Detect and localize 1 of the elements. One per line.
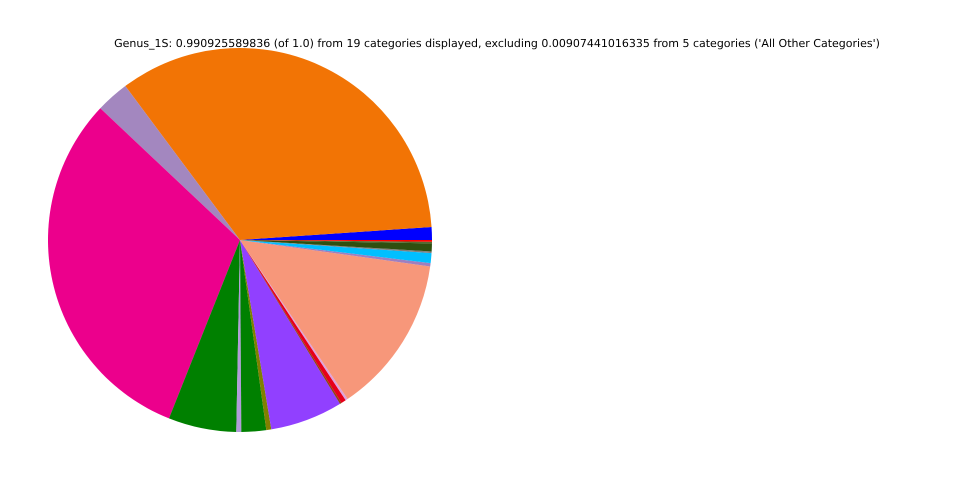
text: Genus_1S: 0.990925589836 (of 1.0) from 19 categories displayed, excluding 0.00907441016335 from 5 categories ('All Other Categories') — [114, 37, 880, 50]
